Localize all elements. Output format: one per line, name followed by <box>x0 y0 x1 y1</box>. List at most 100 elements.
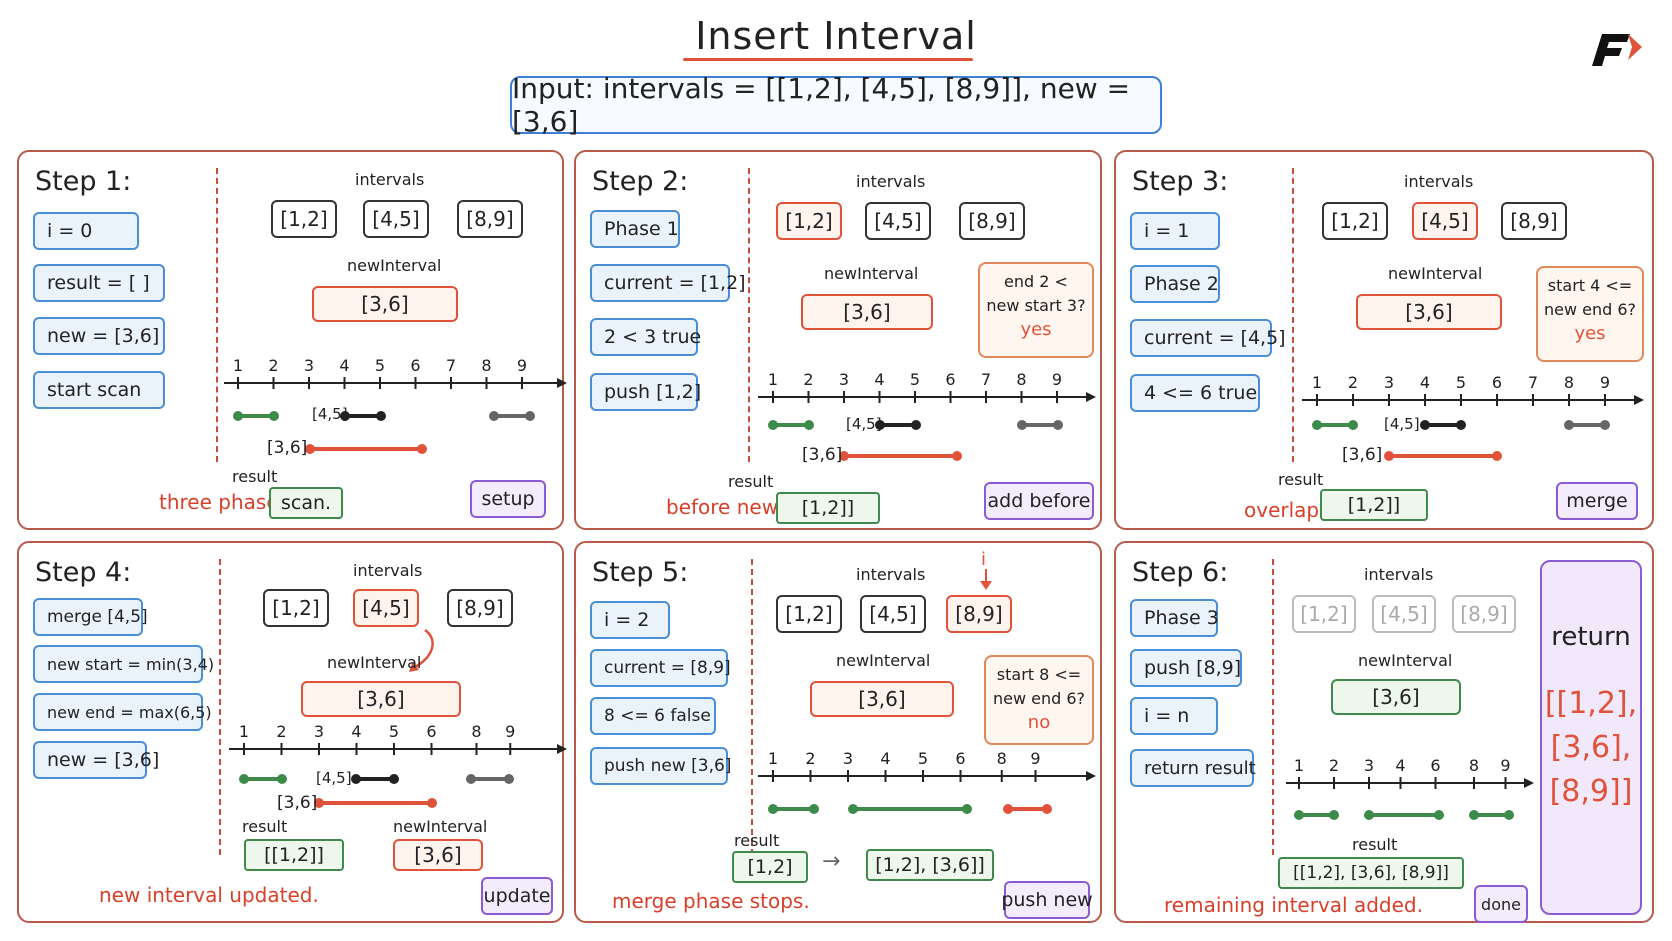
state-box: Phase 1 <box>590 210 680 248</box>
new-interval-label: newInterval <box>1388 264 1483 283</box>
axis-tick-label: 5 <box>910 370 920 389</box>
interval-box: [8,9] <box>457 200 523 238</box>
axis-tick-label: 5 <box>918 749 928 768</box>
title-underline <box>683 58 973 61</box>
interval-box: [1,2] <box>1322 202 1388 240</box>
comparison-line: new start 3? <box>986 296 1086 315</box>
state-box: current = [8,9] <box>590 649 731 687</box>
state-box: new end = max(6,5) <box>33 693 212 731</box>
interval-box: [1,2] <box>1292 595 1356 633</box>
divider <box>1292 168 1294 462</box>
state-box: current = [4,5] <box>1130 319 1286 357</box>
step-title: Step 4: <box>35 557 132 588</box>
state-box: Phase 3 <box>1130 599 1219 637</box>
axis-tick-label: 9 <box>517 356 527 375</box>
axis-tick-label: 4 <box>339 356 349 375</box>
footer-note: overlap <box>1244 498 1320 522</box>
comparison-box: start 4 <= new end 6? yes <box>1536 266 1644 362</box>
axis-tick-label: 8 <box>1564 373 1574 392</box>
state-box: i = 0 <box>33 212 139 250</box>
state-box: push new [3,6] <box>590 747 731 785</box>
divider <box>1272 559 1274 855</box>
intervals-label: intervals <box>1364 565 1434 584</box>
step-tag: push new <box>1001 881 1093 919</box>
new-interval-box: [3,6] <box>301 681 461 717</box>
interval-box: [4,5] <box>860 595 926 633</box>
comparison-box: end 2 < new start 3? yes <box>978 262 1094 358</box>
result-label: result <box>728 472 774 491</box>
state-box: return result <box>1130 749 1256 787</box>
interval-box: [8,9] <box>1452 595 1516 633</box>
axis-tick-label: 2 <box>1348 373 1358 392</box>
axis-tick-label: 8 <box>471 722 481 741</box>
axis-tick-label: 4 <box>351 722 361 741</box>
state-box: 2 < 3 true <box>590 318 701 356</box>
axis-tick-label: 3 <box>843 749 853 768</box>
step-panel-2: Step 2: Phase 1 current = [1,2] 2 < 3 tr… <box>574 150 1102 530</box>
interval-box: [4,5] <box>865 202 931 240</box>
step-tag: update <box>481 877 553 915</box>
number-line: 1 2 3 4 6 8 9 <box>1286 756 1534 820</box>
axis-tick-label: 9 <box>505 722 515 741</box>
axis-tick-label: 1 <box>768 370 778 389</box>
arrow-right-icon: → <box>822 849 841 874</box>
comparison-verdict: yes <box>1020 319 1052 340</box>
step-panel-5: Step 5: i = 2 current = [8,9] 8 <= 6 fal… <box>574 541 1102 923</box>
footer-note: before new <box>666 495 779 519</box>
intervals-label: intervals <box>856 172 926 191</box>
axis-tick-label: 8 <box>481 356 491 375</box>
divider <box>216 168 218 462</box>
interval-box: [8,9] <box>1501 202 1567 240</box>
step-tag: add before <box>984 482 1094 520</box>
comparison-line: new end 6? <box>1543 300 1637 319</box>
interval-box: [1,2] <box>263 589 329 627</box>
axis-tick-label: 3 <box>1364 756 1374 775</box>
segment-label: [4,5] <box>846 415 882 433</box>
return-line: [3,6], <box>1550 730 1632 765</box>
footer-note: merge phase stops. <box>612 889 810 913</box>
interval-box: [8,9] <box>946 595 1012 633</box>
comparison-line: end 2 < <box>1004 272 1068 291</box>
page-title: Insert Interval <box>695 14 977 58</box>
result-label: result <box>1352 835 1398 854</box>
new-interval-box: [3,6] <box>801 294 933 330</box>
result-box: [1,2]] <box>776 492 880 524</box>
new-interval-box: [3,6] <box>1331 679 1461 715</box>
axis-tick-label: 3 <box>314 722 324 741</box>
divider <box>219 559 221 855</box>
merge-arrow-icon <box>409 628 434 672</box>
axis-tick-label: 2 <box>268 356 278 375</box>
axis-tick-label: 5 <box>1456 373 1466 392</box>
interval-box: [8,9] <box>959 202 1025 240</box>
pointer-arrow-icon <box>980 569 992 590</box>
step-title: Step 5: <box>592 557 689 588</box>
step-title: Step 2: <box>592 166 689 197</box>
result-label: result <box>242 817 288 836</box>
state-box: new = [3,6] <box>33 741 159 779</box>
state-box: push [8,9] <box>1130 649 1242 687</box>
new-interval-box: [3,6] <box>810 681 954 717</box>
state-box: merge [4,5] <box>33 598 148 636</box>
interval-box: [1,2] <box>776 595 842 633</box>
axis-tick-label: 3 <box>1384 373 1394 392</box>
axis-tick-label: 5 <box>389 722 399 741</box>
interval-box: [8,9] <box>447 589 513 627</box>
axis-tick-label: 3 <box>304 356 314 375</box>
axis-tick-label: 4 <box>880 749 890 768</box>
axis-tick-label: 3 <box>839 370 849 389</box>
axis-tick-label: 1 <box>768 749 778 768</box>
comparison-line: new end 6? <box>992 689 1086 708</box>
intervals-label: intervals <box>353 561 423 580</box>
comparison-box: start 8 <= new end 6? no <box>984 655 1094 745</box>
state-box: Phase 2 <box>1130 265 1220 303</box>
step-tag: merge <box>1556 482 1638 520</box>
axis-tick-label: 5 <box>375 356 385 375</box>
axis-tick-label: 7 <box>981 370 991 389</box>
state-box: 8 <= 6 false <box>590 697 716 735</box>
segment-label: [4,5] <box>312 405 348 423</box>
result-box: [[1,2]] <box>244 839 344 871</box>
axis-tick-label: 2 <box>1329 756 1339 775</box>
new-interval-label: newInterval <box>836 651 931 670</box>
axis-tick-label: 6 <box>410 356 420 375</box>
axis-tick-label: 9 <box>1052 370 1062 389</box>
